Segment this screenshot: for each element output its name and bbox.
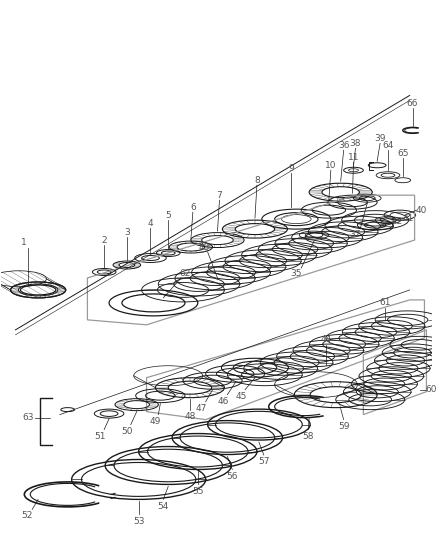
Text: 60: 60 [426, 385, 437, 394]
Text: 54: 54 [158, 502, 169, 511]
Text: 47: 47 [196, 404, 208, 413]
Text: 36: 36 [338, 141, 350, 150]
Text: 59: 59 [338, 422, 350, 431]
Text: 4: 4 [148, 219, 153, 228]
Text: 51: 51 [95, 432, 106, 441]
Text: 63: 63 [22, 413, 34, 422]
Text: 39: 39 [374, 134, 386, 143]
Text: 8: 8 [254, 176, 260, 185]
Text: 41: 41 [403, 214, 414, 223]
Text: 2: 2 [101, 236, 107, 245]
Text: 45: 45 [236, 392, 247, 401]
Text: 1: 1 [21, 238, 26, 247]
Text: 42: 42 [391, 216, 403, 225]
Text: 49: 49 [150, 417, 161, 426]
Text: 9: 9 [289, 164, 294, 173]
Text: 62: 62 [179, 270, 191, 278]
Text: 40: 40 [416, 206, 427, 215]
Text: 52: 52 [21, 511, 33, 520]
Text: 53: 53 [133, 517, 145, 526]
Text: 43: 43 [199, 243, 210, 252]
Text: 66: 66 [407, 99, 418, 108]
Text: 38: 38 [350, 139, 361, 148]
Text: 58: 58 [302, 432, 314, 441]
Text: 56: 56 [226, 472, 238, 481]
Text: 7: 7 [217, 191, 223, 200]
Text: 5: 5 [166, 211, 171, 220]
Text: 37: 37 [350, 230, 361, 239]
Text: 64: 64 [382, 141, 394, 150]
Text: 48: 48 [184, 412, 196, 421]
Text: 57: 57 [258, 457, 269, 466]
Text: 3: 3 [124, 228, 130, 237]
Text: 44: 44 [320, 335, 332, 344]
Text: 10: 10 [325, 161, 336, 170]
Text: 6: 6 [190, 203, 196, 212]
Text: 50: 50 [121, 427, 133, 436]
Text: 61: 61 [379, 298, 391, 308]
Text: 65: 65 [397, 149, 409, 158]
Text: 55: 55 [192, 487, 204, 496]
Text: 46: 46 [218, 397, 229, 406]
Text: 35: 35 [290, 270, 302, 278]
Text: 11: 11 [348, 153, 359, 162]
